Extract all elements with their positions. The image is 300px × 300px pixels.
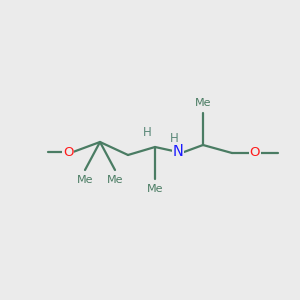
- Text: Me: Me: [77, 175, 93, 185]
- Text: N: N: [172, 145, 183, 160]
- Text: H: H: [169, 131, 178, 145]
- Text: O: O: [63, 146, 73, 158]
- Text: Me: Me: [147, 184, 163, 194]
- Text: O: O: [250, 146, 260, 160]
- Text: H: H: [142, 127, 152, 140]
- Text: Me: Me: [107, 175, 123, 185]
- Text: Me: Me: [195, 98, 211, 108]
